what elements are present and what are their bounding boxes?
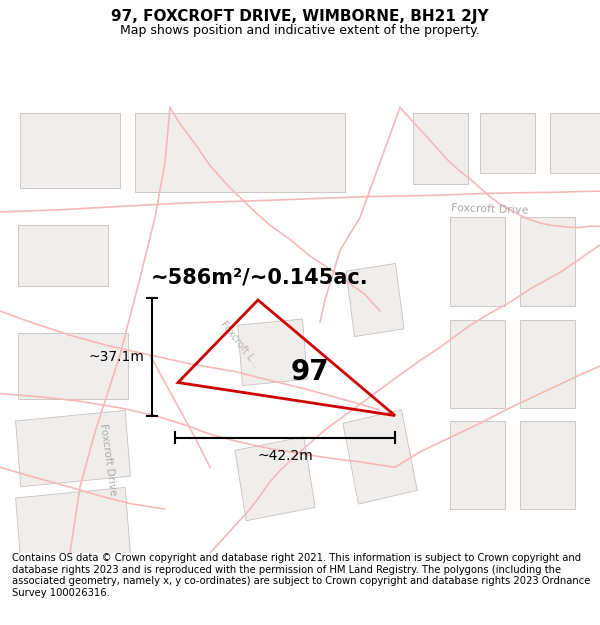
Bar: [450, 421, 505, 509]
Text: ~586m²/~0.145ac.: ~586m²/~0.145ac.: [151, 268, 369, 288]
Text: Contains OS data © Crown copyright and database right 2021. This information is : Contains OS data © Crown copyright and d…: [12, 553, 590, 598]
Bar: [413, 113, 468, 179]
Bar: [20, 113, 120, 188]
Bar: [343, 409, 417, 504]
Bar: [413, 113, 468, 184]
Text: ~37.1m: ~37.1m: [88, 349, 144, 364]
Text: Map shows position and indicative extent of the property.: Map shows position and indicative extent…: [120, 24, 480, 36]
Text: Foxcroft Drive: Foxcroft Drive: [451, 203, 529, 216]
Bar: [450, 217, 505, 306]
Text: ~42.2m: ~42.2m: [257, 449, 313, 462]
Bar: [520, 320, 575, 408]
Bar: [520, 421, 575, 509]
Bar: [18, 225, 108, 286]
Bar: [550, 113, 600, 173]
Bar: [238, 319, 307, 386]
Bar: [480, 113, 535, 173]
Text: 97: 97: [290, 357, 329, 386]
Text: Foxcroft Drive: Foxcroft Drive: [98, 423, 118, 496]
Bar: [16, 488, 130, 564]
Bar: [18, 333, 128, 399]
Bar: [235, 437, 315, 521]
Bar: [450, 320, 505, 408]
Bar: [16, 411, 130, 487]
Bar: [520, 217, 575, 306]
Text: 97, FOXCROFT DRIVE, WIMBORNE, BH21 2JY: 97, FOXCROFT DRIVE, WIMBORNE, BH21 2JY: [111, 9, 489, 24]
Bar: [135, 113, 345, 192]
Bar: [346, 264, 404, 336]
Text: Foxcroft L...: Foxcroft L...: [219, 319, 261, 369]
